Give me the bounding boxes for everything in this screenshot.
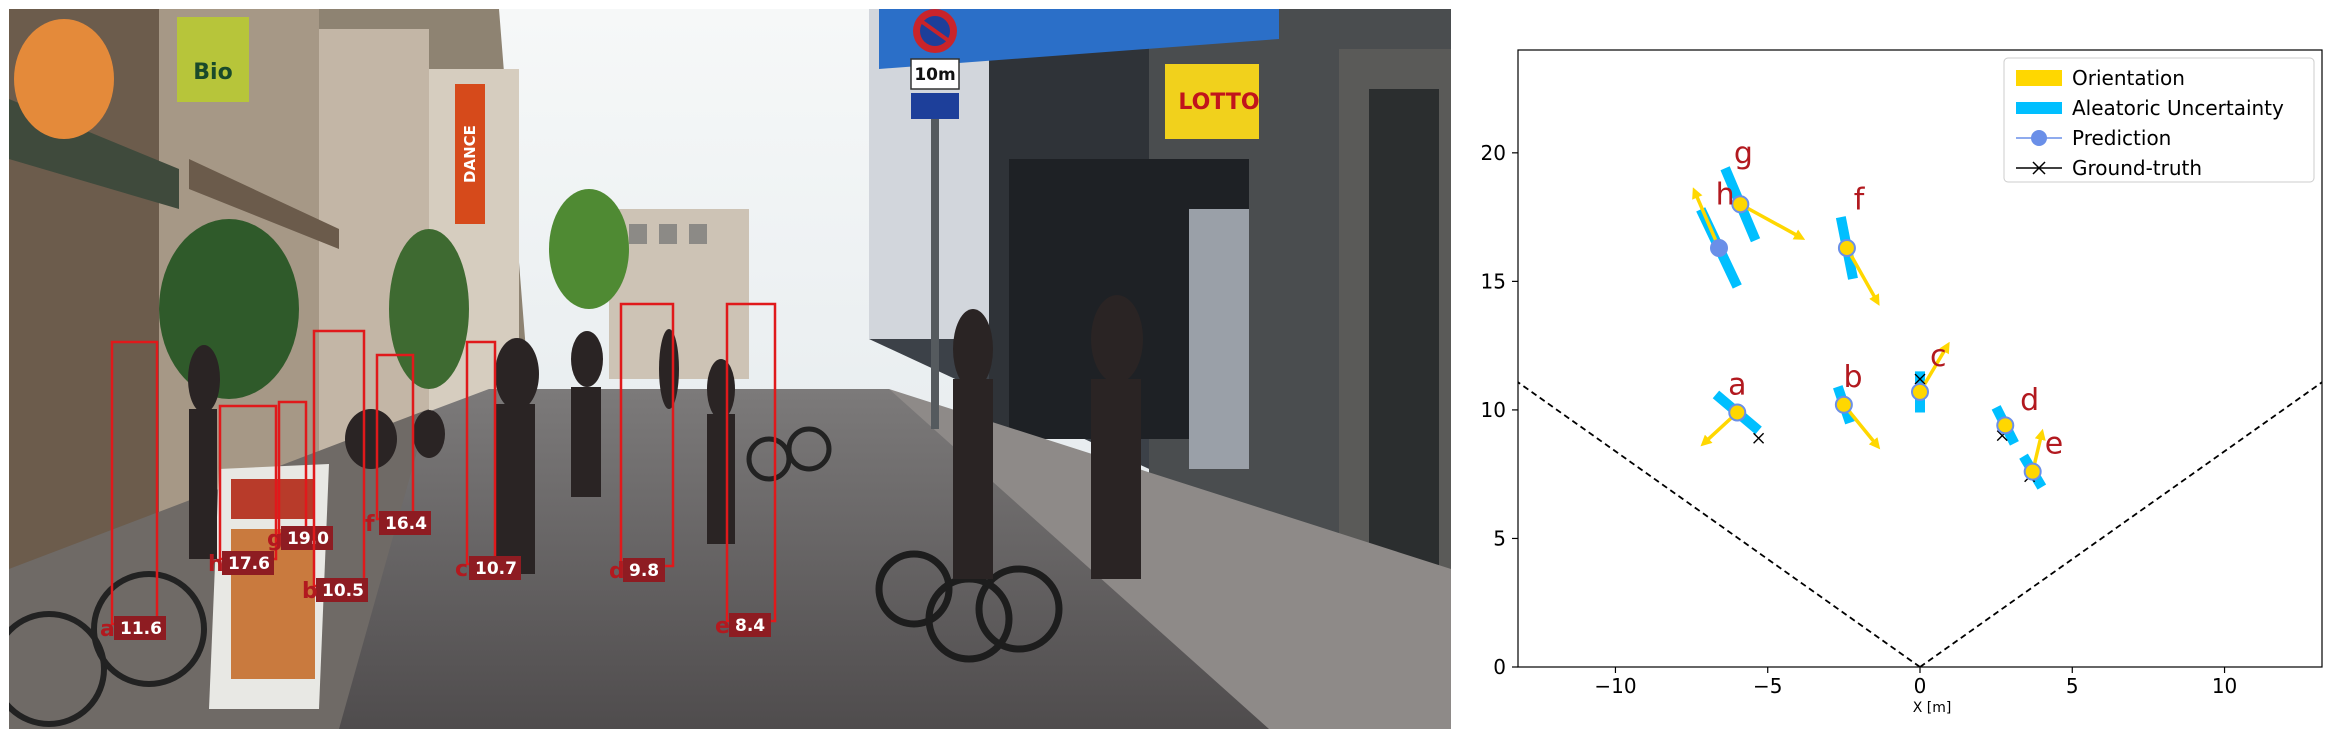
point-label: f bbox=[1854, 182, 1866, 217]
detection-f: 16.4 f bbox=[365, 353, 431, 537]
point-label: g bbox=[1734, 136, 1753, 171]
point-e: e bbox=[2019, 427, 2063, 490]
point-c: c bbox=[1911, 339, 1950, 413]
prediction-marker bbox=[1911, 382, 1929, 401]
bio-sign-text: Bio bbox=[193, 60, 232, 85]
legend-label: Prediction bbox=[2072, 126, 2171, 150]
y-tick-label: 20 bbox=[1481, 141, 1506, 165]
detection-b: 10.5b bbox=[302, 329, 368, 604]
street-scene: 10m LOTTO DANCE Bio bbox=[9, 9, 1451, 729]
detection-a: 11.6a bbox=[100, 340, 166, 642]
point-label: h bbox=[1716, 177, 1735, 212]
distance-label-bg bbox=[316, 578, 368, 602]
x-axis-label: X [m] bbox=[1913, 700, 1952, 716]
plot-area: a b c de f gh bbox=[1518, 136, 2322, 667]
ground-truth-marker bbox=[1914, 373, 1926, 385]
detection-e: 8.4e bbox=[715, 302, 777, 639]
distance-label: 11.6 bbox=[120, 619, 162, 639]
x-tick-label: −5 bbox=[1753, 674, 1782, 698]
distance-label-bg bbox=[469, 556, 521, 580]
detection-h: 17.6h bbox=[208, 404, 278, 577]
distance-label: 17.6 bbox=[228, 554, 270, 574]
prediction-marker bbox=[1731, 195, 1750, 214]
point-g: g bbox=[1720, 136, 1806, 243]
distance-label: 10.5 bbox=[322, 581, 364, 601]
detection-letter: h bbox=[208, 552, 224, 577]
distance-label: 9.8 bbox=[629, 561, 659, 581]
ground-truth-marker bbox=[1753, 432, 1765, 444]
point-label: e bbox=[2045, 427, 2063, 462]
distance-label: 10.7 bbox=[475, 559, 517, 579]
point-label: d bbox=[2020, 383, 2039, 418]
distance-label: 16.4 bbox=[385, 514, 427, 534]
distance-label-bg bbox=[729, 613, 771, 637]
point-a: a bbox=[1700, 367, 1765, 447]
legend-marker bbox=[2032, 161, 2046, 175]
legend-item-prediction: Prediction bbox=[2016, 126, 2171, 150]
distance-label-bg bbox=[379, 511, 431, 535]
distance-label-bg bbox=[114, 616, 166, 640]
distance-label: 8.4 bbox=[735, 616, 765, 636]
point-f: f bbox=[1835, 182, 1880, 306]
legend-label: Ground-truth bbox=[2072, 156, 2202, 180]
legend-item-uncertainty: Aleatoric Uncertainty bbox=[2016, 96, 2284, 120]
prediction-marker bbox=[1837, 238, 1856, 257]
point-h: h bbox=[1692, 177, 1742, 289]
detection-letter: f bbox=[365, 512, 375, 537]
point-d: d bbox=[1991, 383, 2039, 446]
y-tick-label: 15 bbox=[1481, 269, 1506, 293]
legend-label: Orientation bbox=[2072, 66, 2185, 90]
point-label: a bbox=[1728, 367, 1746, 402]
detection-letter: g bbox=[267, 527, 283, 552]
distance-label: 19.0 bbox=[287, 529, 329, 549]
legend-marker bbox=[2031, 130, 2047, 146]
prediction-marker bbox=[1834, 395, 1853, 414]
x-tick-label: 0 bbox=[1914, 674, 1927, 698]
speed-sign-text: 10m bbox=[914, 65, 955, 85]
chart-svg: a b c de f gh −10 −5 0 5 10 0 5 10 15 20 Orientation Alea… bbox=[1481, 49, 2323, 716]
legend-item-orientation: Orientation bbox=[2016, 66, 2185, 90]
legend-box bbox=[2003, 57, 2315, 183]
y-tick-label: 10 bbox=[1481, 398, 1506, 422]
distance-label-bg bbox=[281, 526, 333, 550]
x-tick-label: 10 bbox=[2212, 674, 2237, 698]
prediction-marker bbox=[1710, 238, 1728, 257]
dance-sign-text: DANCE bbox=[461, 125, 479, 183]
x-tick-label: 5 bbox=[2066, 674, 2079, 698]
detection-g: 19.0g bbox=[267, 400, 333, 552]
y-tick-label: 0 bbox=[1493, 655, 1506, 679]
orientation-arrow bbox=[1739, 202, 1806, 240]
legend-item-ground_truth: Ground-truth bbox=[2016, 156, 2202, 180]
detection-letter: d bbox=[609, 559, 625, 584]
detection-c: 10.7 c bbox=[455, 340, 521, 582]
point-b: b bbox=[1833, 360, 1881, 450]
fov-line-right bbox=[1919, 381, 2322, 667]
legend-swatch bbox=[2016, 102, 2062, 114]
legend-label: Aleatoric Uncertainty bbox=[2072, 96, 2284, 120]
orientation-arrow bbox=[1845, 247, 1880, 306]
point-label: c bbox=[1930, 339, 1947, 374]
fov-line-left bbox=[1518, 381, 1921, 667]
distance-label-bg bbox=[222, 551, 274, 575]
legend-swatch bbox=[2016, 70, 2062, 86]
x-tick-label: −10 bbox=[1594, 674, 1636, 698]
detection-letter: b bbox=[302, 579, 318, 604]
prediction-marker bbox=[2023, 462, 2042, 481]
detection-d: 9.8d bbox=[609, 302, 675, 584]
point-label: b bbox=[1843, 360, 1862, 395]
birds-eye-chart: a b c d e f g h −10 −5 0 5 10 0 5 10 15 20 Orientation Alea… bbox=[1452, 0, 2338, 740]
prediction-marker bbox=[1996, 416, 2015, 435]
detection-letter: e bbox=[715, 614, 730, 639]
detection-letter: a bbox=[100, 617, 115, 642]
street-photo: 10m LOTTO DANCE Bio bbox=[9, 9, 1451, 729]
distance-label-bg bbox=[623, 558, 665, 582]
lotto-sign-text: LOTTO bbox=[1178, 90, 1259, 115]
detection-letter: c bbox=[455, 557, 468, 582]
y-tick-label: 5 bbox=[1493, 526, 1506, 550]
legend: Orientation Aleatoric Uncertainty Predicti… bbox=[2003, 57, 2315, 183]
orientation-arrow bbox=[1692, 187, 1721, 249]
prediction-marker bbox=[1728, 403, 1747, 422]
